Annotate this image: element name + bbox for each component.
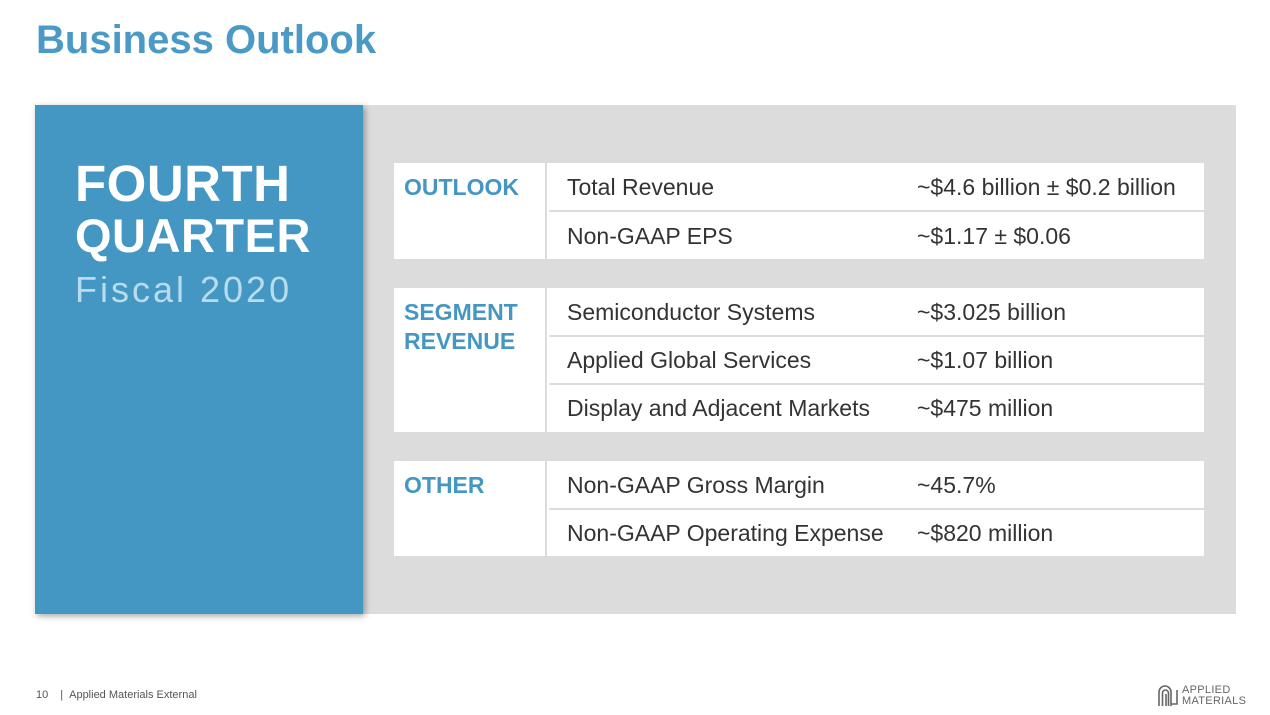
classification-label: Applied Materials External bbox=[69, 689, 197, 701]
row-label: Non-GAAP Gross Margin bbox=[567, 472, 825, 498]
applied-materials-logo-icon bbox=[1158, 685, 1178, 706]
row-value: ~$4.6 billion ± $0.2 billion bbox=[917, 174, 1176, 200]
applied-materials-logo: APPLIED MATERIALS bbox=[1157, 684, 1246, 708]
logo-text-line1: APPLIED bbox=[1182, 684, 1231, 696]
table-row: Non-GAAP Gross Margin ~45.7% bbox=[549, 461, 1204, 510]
table-row: Total Revenue ~$4.6 billion ± $0.2 billi… bbox=[549, 163, 1204, 212]
outlook-group: OUTLOOK Total Revenue ~$4.6 billion ± $0… bbox=[394, 163, 1204, 259]
footer-separator: | bbox=[60, 689, 64, 701]
quarter-heading-line2: QUARTER bbox=[75, 209, 311, 262]
logo-text-line2: MATERIALS bbox=[1182, 695, 1247, 707]
row-label: Non-GAAP Operating Expense bbox=[567, 520, 884, 546]
group-label-other: OTHER bbox=[394, 461, 547, 556]
table-row: Display and Adjacent Markets ~$475 milli… bbox=[549, 384, 1204, 431]
row-label: Total Revenue bbox=[567, 174, 715, 200]
other-group: OTHER Non-GAAP Gross Margin ~45.7% Non-G… bbox=[394, 461, 1204, 556]
group-label-outlook: OUTLOOK bbox=[394, 163, 547, 259]
segment-revenue-group: SEGMENT REVENUE Semiconductor Systems ~$… bbox=[394, 288, 1204, 432]
table-row: Non-GAAP EPS ~$1.17 ± $0.06 bbox=[549, 212, 1204, 259]
table-row: Semiconductor Systems ~$3.025 billion bbox=[549, 288, 1204, 337]
fiscal-year-label: Fiscal 2020 bbox=[75, 269, 293, 310]
row-value: ~$1.07 billion bbox=[917, 347, 1054, 373]
page-title: Business Outlook bbox=[36, 18, 377, 62]
quarter-heading-line1: FOURTH bbox=[75, 155, 291, 212]
quarter-panel: FOURTH QUARTER Fiscal 2020 bbox=[35, 105, 363, 614]
row-value: ~$475 million bbox=[917, 395, 1054, 421]
row-value: ~45.7% bbox=[917, 472, 996, 498]
footer: 10 | Applied Materials External bbox=[36, 689, 197, 701]
row-label: Non-GAAP EPS bbox=[567, 223, 733, 249]
row-value: ~$3.025 billion bbox=[917, 299, 1066, 325]
row-label: Display and Adjacent Markets bbox=[567, 395, 870, 421]
table-row: Non-GAAP Operating Expense ~$820 million bbox=[549, 509, 1204, 556]
page-number: 10 bbox=[36, 689, 49, 701]
row-label: Applied Global Services bbox=[567, 347, 812, 373]
group-label-segment-revenue: SEGMENT REVENUE bbox=[394, 288, 547, 432]
row-value: ~$820 million bbox=[917, 520, 1054, 546]
table-row: Applied Global Services ~$1.07 billion bbox=[549, 336, 1204, 385]
row-label: Semiconductor Systems bbox=[567, 299, 815, 325]
row-value: ~$1.17 ± $0.06 bbox=[917, 223, 1071, 249]
